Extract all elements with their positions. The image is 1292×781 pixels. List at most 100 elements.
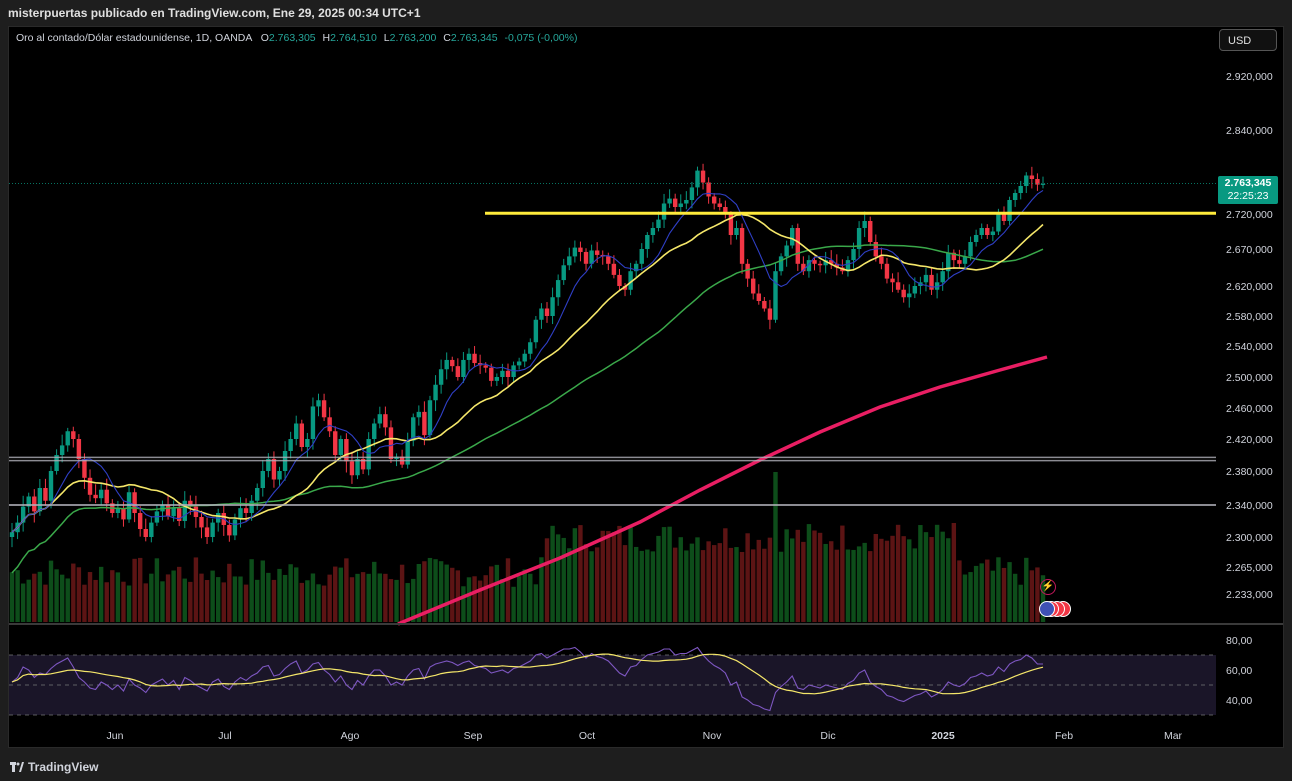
volume-bar <box>48 560 54 622</box>
price-badge-countdown: 22:25:23 <box>1227 190 1269 202</box>
time-tick-label: Feb <box>1055 730 1073 742</box>
volume-bar <box>316 584 321 622</box>
volume-bar <box>294 567 299 622</box>
candle-body <box>104 489 109 504</box>
currency-button[interactable]: USD <box>1219 29 1277 51</box>
volume-bar <box>438 561 444 622</box>
legend-symbol: Oro al contado/Dólar estadounidense, 1D,… <box>16 32 252 44</box>
time-tick-label: Sep <box>464 730 483 742</box>
volume-bar <box>494 564 500 622</box>
candle-body <box>929 274 934 290</box>
candle-body <box>121 508 126 520</box>
candle-body <box>990 231 996 235</box>
volume-bar <box>795 529 800 622</box>
candle-body <box>143 529 148 537</box>
volume-bar <box>32 573 37 622</box>
chart-frame[interactable] <box>8 26 1284 748</box>
legend-open: O2.763,305 <box>261 32 316 44</box>
volume-bar <box>751 549 756 622</box>
volume-bar <box>59 574 65 622</box>
volume-bar <box>154 558 160 622</box>
price-tick-label: 2.580,000 <box>1226 311 1273 323</box>
candle-body <box>455 366 461 377</box>
alert-icon[interactable]: ⚡ <box>1040 579 1056 595</box>
price-tick-label: 2.620,000 <box>1226 281 1273 293</box>
ma-slow-line <box>11 244 1044 574</box>
candle-body <box>316 400 321 407</box>
candle-body <box>388 427 394 459</box>
candle-body <box>9 532 15 537</box>
candle-body <box>82 459 87 478</box>
volume-bar <box>672 547 678 622</box>
volume-bar <box>773 472 778 622</box>
publisher-text: misterpuertas publicado en TradingView.c… <box>8 6 421 20</box>
volume-bar <box>606 531 611 622</box>
volume-bar <box>26 579 31 622</box>
candle-body <box>645 235 650 249</box>
price-tick-label: 2.380,000 <box>1226 466 1273 478</box>
candle-body <box>1040 183 1046 185</box>
candle-body <box>171 508 176 517</box>
candle-body <box>717 203 722 207</box>
volume-bar <box>583 544 589 622</box>
candle-body <box>700 170 706 183</box>
volume-bar <box>516 576 522 622</box>
candle-body <box>76 439 82 459</box>
legend-close: C2.763,345 <box>443 32 497 44</box>
ma-fast-line <box>11 189 1044 533</box>
volume-bar <box>433 559 438 622</box>
legend-change: -0,075 (-0,00%) <box>504 32 578 44</box>
candle-body <box>193 506 199 517</box>
volume-bar <box>589 551 594 622</box>
candle-body <box>199 517 204 528</box>
volume-bar <box>500 578 505 622</box>
candle-body <box>962 256 968 264</box>
candle-body <box>483 365 488 368</box>
volume-bar <box>344 558 349 622</box>
volume-bar <box>667 526 672 622</box>
candle-body <box>907 293 912 298</box>
volume-bar <box>260 560 265 622</box>
candle-body <box>277 471 282 480</box>
candle-body <box>951 252 957 261</box>
candle-body <box>32 496 37 512</box>
volume-bar <box>143 583 148 622</box>
candle-body <box>444 359 449 370</box>
volume-bar <box>806 524 812 622</box>
candle-body <box>1024 175 1029 186</box>
price-tick-label: 2.420,000 <box>1226 434 1273 446</box>
candle-body <box>266 459 271 471</box>
volume-bar <box>873 533 879 622</box>
candle-body <box>879 256 884 264</box>
volume-layer <box>9 472 1046 622</box>
volume-bar <box>895 524 901 622</box>
price-tick-label: 2.233,000 <box>1226 589 1273 601</box>
volume-bar <box>929 537 934 622</box>
events-flag-icon[interactable] <box>1039 601 1073 617</box>
volume-bar <box>544 538 550 622</box>
tradingview-logo[interactable]: TradingView <box>10 760 98 774</box>
candle-body <box>500 370 505 377</box>
price-tick-label: 2.840,000 <box>1226 125 1273 137</box>
candle-body <box>633 263 639 272</box>
volume-bar <box>790 538 795 622</box>
volume-bar <box>879 538 884 622</box>
price-badge: 2.763,345 22:25:23 <box>1218 176 1278 204</box>
volume-bar <box>9 572 15 622</box>
volume-bar <box>277 568 282 622</box>
candle-body <box>851 249 856 261</box>
price-tick-label: 2.540,000 <box>1226 341 1273 353</box>
volume-bar <box>650 551 656 622</box>
volume-bar <box>594 547 600 622</box>
legend-l-label: L <box>383 32 390 44</box>
candle-body <box>790 228 795 246</box>
rsi-layer <box>9 646 1216 716</box>
publisher-header: misterpuertas publicado en TradingView.c… <box>0 0 1292 26</box>
volume-bar <box>65 578 70 622</box>
price-badge-price: 2.763,345 <box>1224 177 1272 189</box>
volume-bar <box>288 564 293 622</box>
volume-bar <box>383 573 388 622</box>
volume-bar <box>1029 570 1035 622</box>
volume-bar <box>399 564 405 622</box>
